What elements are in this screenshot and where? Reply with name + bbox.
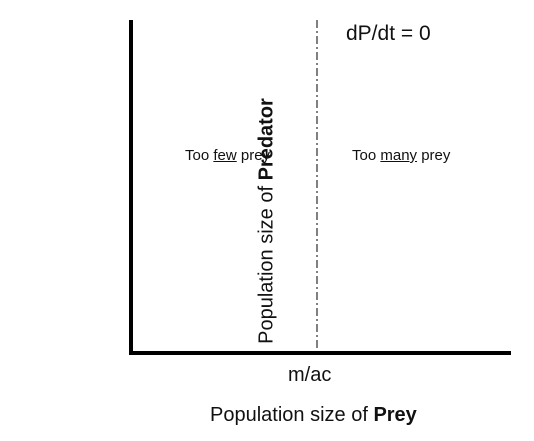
region-left-after: prey bbox=[236, 147, 271, 164]
x-axis-title-bold: Prey bbox=[373, 404, 417, 426]
region-label-too-few-prey: Too few prey bbox=[185, 147, 270, 164]
region-right-emphasis: many bbox=[380, 147, 418, 164]
region-left-before: Too bbox=[185, 147, 214, 164]
region-right-before: Too bbox=[352, 147, 381, 164]
nullcline-label: dP/dt = 0 bbox=[346, 22, 431, 45]
region-label-too-many-prey: Too many prey bbox=[352, 147, 450, 164]
region-left-emphasis: few bbox=[213, 147, 237, 164]
y-axis-title-prefix: Population size of bbox=[255, 179, 278, 344]
y-axis-title-bold: Predator bbox=[255, 97, 278, 180]
region-right-after: prey bbox=[417, 147, 451, 164]
x-axis-title: Population size of Prey bbox=[210, 404, 417, 427]
x-axis-tick-label: m/ac bbox=[288, 364, 332, 386]
x-axis-title-prefix: Population size of bbox=[210, 404, 374, 426]
